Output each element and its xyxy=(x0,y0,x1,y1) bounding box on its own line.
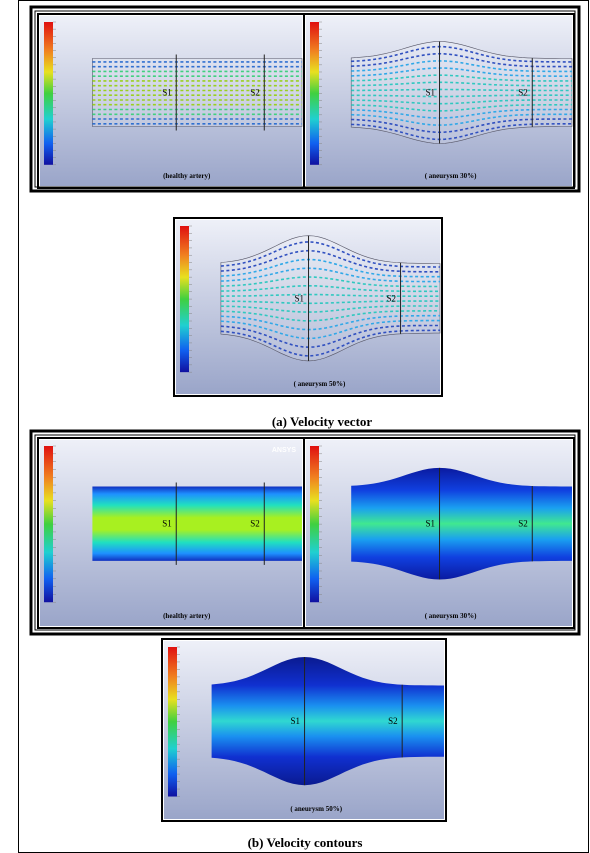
caption: (a) Velocity vector xyxy=(272,414,373,429)
section-label: S2 xyxy=(388,716,398,726)
panel-label: (healthy artery) xyxy=(163,612,211,620)
figure: (a) Velocity vector (b) Velocity contour… xyxy=(0,0,590,853)
section-label: S2 xyxy=(518,88,528,98)
section-label: S1 xyxy=(295,293,305,303)
velocity-contour xyxy=(92,487,302,561)
colorbar xyxy=(180,226,189,372)
section-label: S2 xyxy=(250,88,260,98)
section-label: S2 xyxy=(250,519,260,529)
colorbar xyxy=(168,647,177,797)
section-label: S1 xyxy=(162,88,172,98)
panel-label: ( aneurysm 30%) xyxy=(425,172,477,180)
artery-outline xyxy=(92,59,302,127)
panel-label: ( aneurysm 30%) xyxy=(425,612,477,620)
section-label: S1 xyxy=(162,519,172,529)
colorbar xyxy=(44,446,53,602)
page: {"figure": {"parts": [ {"caption": "(a) … xyxy=(0,0,590,853)
panel-label: ( aneurysm 50%) xyxy=(290,805,342,813)
panel-label: (healthy artery) xyxy=(163,172,211,180)
colorbar xyxy=(310,22,319,165)
section-label: S1 xyxy=(426,88,436,98)
section-label: S1 xyxy=(426,519,436,529)
ansys-logo: ANSYS xyxy=(272,447,296,454)
section-label: S2 xyxy=(518,519,528,529)
section-label: S1 xyxy=(291,716,301,726)
section-label: S2 xyxy=(387,293,397,303)
panel-label: ( aneurysm 50%) xyxy=(294,380,346,388)
colorbar xyxy=(310,446,319,602)
caption: (b) Velocity contours xyxy=(248,835,363,850)
colorbar xyxy=(44,22,53,165)
